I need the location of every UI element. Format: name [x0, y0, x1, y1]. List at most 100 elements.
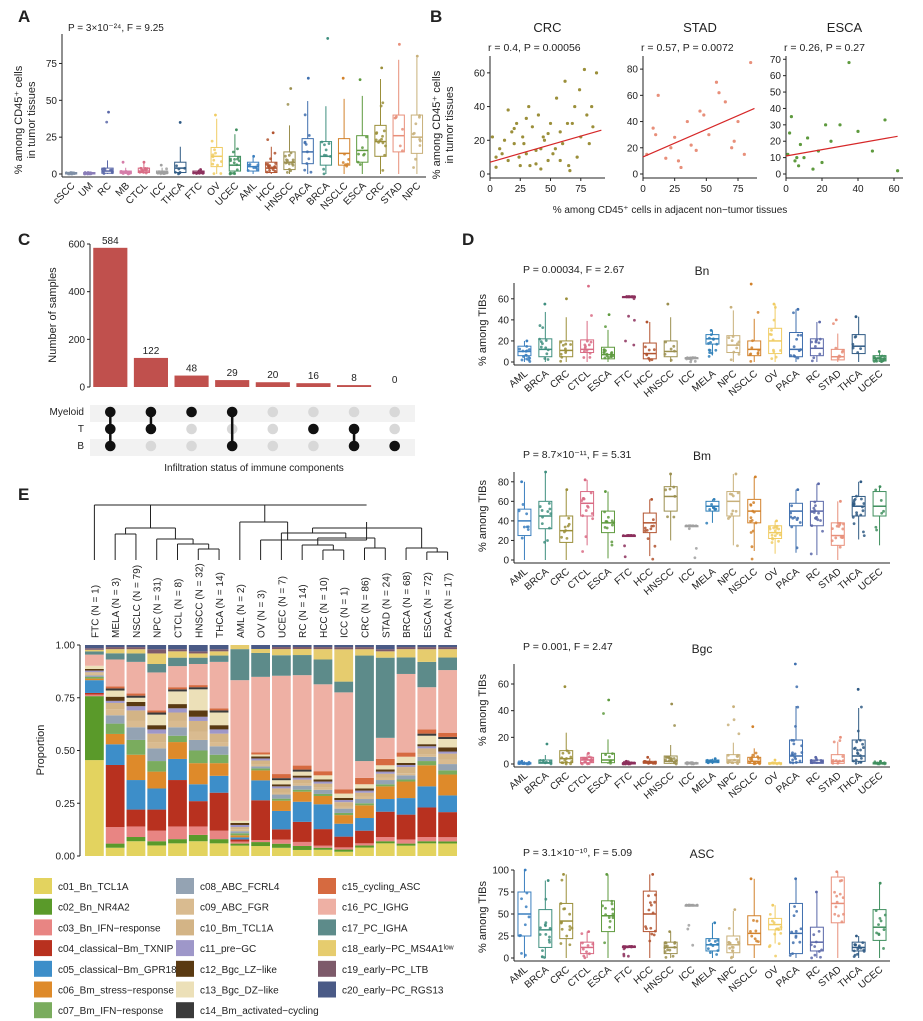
panel-e-category-label: NPC (N = 31)	[153, 578, 164, 638]
panel-d-asc-point	[755, 939, 758, 943]
panel-d-bgc-ytick-label: 60	[498, 680, 510, 691]
panel-e-legend-item: c10_Bm_TCL1A	[176, 919, 274, 936]
panel-e-segment	[313, 645, 333, 648]
panel-e-segment	[417, 807, 437, 838]
panel-e-segment	[209, 661, 229, 709]
panel-b-point	[568, 169, 572, 173]
panel-d-bn-point	[707, 354, 711, 358]
panel-e-segment	[168, 843, 187, 856]
panel-e-segment	[230, 822, 250, 825]
panel-d-bgc-point	[732, 705, 735, 709]
panel-d-asc-point	[799, 927, 803, 931]
panel-e-segment	[313, 771, 333, 776]
panel-e-legend-item: c02_Bn_NR4A2	[34, 898, 130, 915]
panel-e-category-label: STAD (N = 24)	[381, 573, 392, 638]
panel-e-segment	[147, 845, 167, 856]
panel-e-legend-swatch	[34, 981, 52, 998]
panel-d-bm-point	[583, 478, 587, 482]
panel-e-segment	[126, 720, 146, 728]
panel-b-point	[829, 139, 833, 143]
panel-e-segment	[168, 708, 187, 713]
panel-e-segment	[251, 648, 270, 653]
panel-c-matrix-dot	[186, 406, 197, 418]
panel-d-asc-point	[544, 921, 548, 925]
panel-e-segment	[355, 788, 374, 791]
panel-d-bm-ytick-label: 60	[498, 497, 510, 508]
panel-e-segment	[126, 649, 146, 654]
panel-a-point	[414, 157, 417, 161]
panel-d-bn-box	[851, 334, 866, 355]
panel-b-point	[749, 60, 753, 65]
panel-a-ylabel: % among CD45⁺ cells in tumor tissues	[13, 65, 38, 174]
panel-a-point	[236, 147, 239, 151]
panel-d-bgc-point	[580, 762, 584, 766]
panel-d-bm-point	[713, 507, 717, 511]
panel-b-title: ESCA	[827, 20, 863, 35]
panel-a-xtick-label: cSCC	[51, 181, 77, 207]
panel-d-asc-point	[819, 955, 822, 959]
panel-d-ylabel-bgc-text: % among TIBs	[477, 674, 489, 746]
panel-d-bm-point	[538, 505, 542, 508]
panel-e-segment	[209, 839, 229, 844]
panel-d-bm-point	[773, 529, 777, 533]
panel-d-bgc-point	[854, 758, 858, 762]
panel-a-point	[326, 37, 330, 40]
panel-b-point	[795, 156, 799, 160]
panel-b-point	[591, 125, 595, 129]
panel-d-bgc-box	[601, 752, 615, 764]
panel-b-point	[542, 138, 547, 142]
panel-d-bm-point	[548, 507, 552, 511]
panel-d-bn-point	[539, 340, 543, 344]
panel-e-segment	[251, 764, 270, 767]
panel-d-bn-point	[812, 356, 816, 360]
panel-a-point	[324, 148, 328, 152]
panel-b-point	[553, 147, 557, 151]
panel-b-stat: r = 0.4, P = 0.00056	[488, 42, 581, 54]
panel-d-asc-point	[793, 905, 796, 908]
panel-e-segment	[188, 651, 208, 654]
panel-e-segment	[438, 837, 457, 842]
panel-e-legend-swatch	[34, 878, 52, 894]
panel-b-point	[570, 121, 574, 126]
panel-d-asc-point	[622, 952, 626, 956]
panel-e-category-label: ICC (N = 1)	[340, 587, 351, 638]
panel-e-segment	[251, 756, 270, 759]
panel-e-plot: 0.00 0.25 0.50 0.75 1.00 FTC (N = 1) MELA (N =…	[34, 504, 457, 1019]
panel-e-category-label: RC (N = 14)	[298, 584, 309, 638]
panel-b-point	[651, 126, 655, 130]
panel-b-point	[518, 163, 522, 168]
panel-d-asc-box	[830, 876, 845, 924]
panel-e-segment	[292, 775, 312, 778]
panel-d-bm-point	[694, 547, 698, 550]
panel-d-asc-point	[649, 926, 653, 930]
panel-e-segment	[417, 647, 437, 650]
panel-d-asc-point	[879, 919, 883, 923]
panel-e-segment	[168, 666, 187, 688]
panel-d-bgc-point	[667, 756, 671, 759]
panel-d-bn-point	[749, 282, 753, 286]
panel-e-segment	[209, 708, 229, 711]
panel-e-segment	[438, 649, 457, 658]
panel-d-bm-point	[651, 518, 655, 522]
panel-e-segment	[85, 696, 104, 761]
panel-d-bn-point	[546, 358, 550, 361]
panel-e-segment	[251, 800, 270, 841]
panel-d-asc-point	[834, 905, 838, 909]
panel-d-bm-point	[750, 545, 754, 549]
panel-e-legend-item: c06_Bm_stress−response	[34, 981, 174, 998]
panel-b-point	[802, 156, 806, 160]
panel-d-bm-point	[838, 545, 842, 549]
panel-b-xtick-label: 50	[701, 184, 713, 195]
panel-b-point	[824, 123, 828, 127]
panel-d-bgc-point	[672, 757, 676, 760]
panel-d-asc-point	[610, 902, 614, 906]
panel-e-segment	[126, 809, 146, 827]
panel-d-asc-point	[731, 949, 735, 953]
panel-d-asc-point	[713, 939, 717, 943]
panel-d-bm-point	[540, 522, 544, 525]
panel-a-point	[401, 127, 404, 131]
panel-e-category-label: ESCA (N = 72)	[423, 572, 434, 638]
panel-e-segment	[209, 645, 229, 650]
panel-e-legend: c01_Bn_TCL1A c02_Bn_NR4A2 c03_Bn_IFN−respo…	[34, 878, 454, 1019]
panel-e-segment	[272, 839, 291, 844]
